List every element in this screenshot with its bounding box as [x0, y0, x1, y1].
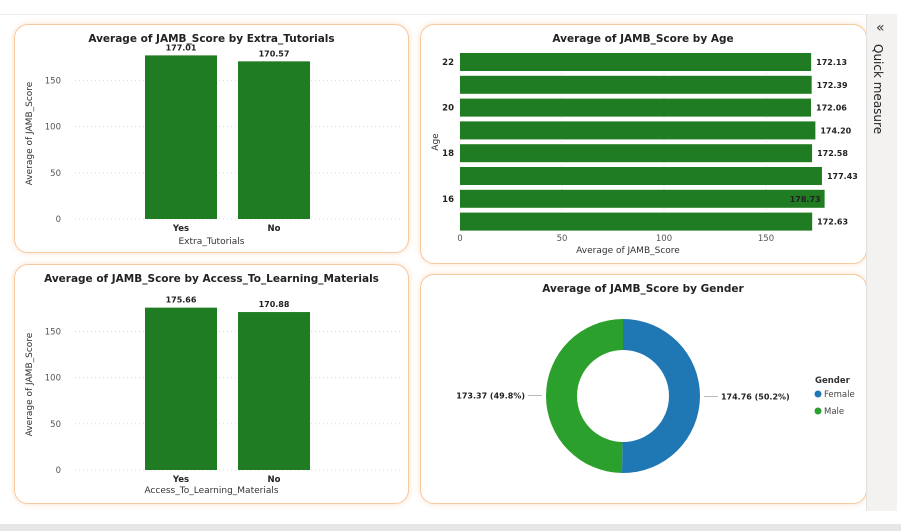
- bar: [460, 75, 812, 94]
- y-tick-label: 22: [442, 58, 454, 68]
- y-axis-label: Average of JAMB_Score: [25, 81, 35, 185]
- data-label: 177.01: [166, 43, 197, 52]
- bar: [145, 55, 217, 220]
- chart-title: Average of JAMB_Score by Access_To_Learn…: [44, 273, 379, 285]
- data-label: 172.39: [817, 81, 848, 90]
- data-label: 170.57: [259, 49, 290, 58]
- y-tick-label: 100: [45, 374, 61, 384]
- bar: [460, 53, 812, 71]
- y-axis-label: Age: [431, 133, 441, 151]
- bar: [460, 189, 825, 208]
- x-tick-label: 100: [656, 234, 672, 244]
- pie-slice-male: [546, 319, 623, 473]
- y-tick-label: 0: [56, 215, 61, 225]
- bar: [460, 212, 813, 231]
- bar: [145, 307, 217, 470]
- x-axis-label: Extra_Tutorials: [178, 237, 244, 247]
- y-tick-label: 100: [45, 123, 61, 133]
- x-tick-label: Yes: [172, 224, 189, 234]
- slice-data-label: 174.76 (50.2%): [721, 393, 790, 402]
- x-axis-label: Access_To_Learning_Materials: [144, 486, 278, 496]
- bottom-scroll-strip: [0, 524, 901, 531]
- data-label: 172.63: [817, 218, 848, 227]
- chart-card-gender[interactable]: Average of JAMB_Score by Gender 174.76 (5…: [420, 274, 867, 504]
- y-tick-label: 18: [442, 149, 454, 159]
- chart-access-materials: Average of JAMB_Score by Access_To_Learn…: [25, 273, 400, 496]
- bar: [238, 61, 310, 220]
- y-tick-label: 0: [56, 466, 61, 476]
- y-axis-label: Average of JAMB_Score: [25, 332, 35, 436]
- bar: [460, 144, 813, 163]
- x-axis-label: Average of JAMB_Score: [576, 246, 680, 256]
- bar: [460, 167, 822, 185]
- data-label: 172.06: [816, 104, 847, 113]
- bar: [460, 98, 812, 117]
- slice-data-label: 173.37 (49.8%): [456, 391, 525, 400]
- x-tick-label: No: [268, 224, 281, 234]
- data-label: 174.20: [820, 126, 851, 135]
- data-label: 177.43: [827, 172, 858, 181]
- data-label: 172.58: [817, 149, 848, 158]
- x-tick-label: Yes: [172, 475, 189, 485]
- y-tick-label: 20: [442, 104, 454, 114]
- x-tick-label: 50: [557, 234, 568, 244]
- legend-item-label: Male: [824, 407, 844, 417]
- bar: [238, 312, 310, 470]
- data-label: 178.73: [790, 195, 821, 204]
- y-tick-label: 150: [45, 327, 61, 337]
- chart-card-extra-tutorials[interactable]: Average of JAMB_Score by Extra_Tutorials…: [14, 24, 409, 253]
- chart-title: Average of JAMB_Score by Age: [552, 33, 733, 45]
- bar: [460, 121, 816, 140]
- legend-item-label: Female: [824, 390, 855, 400]
- quick-measure-pane[interactable]: « Quick measure: [866, 14, 897, 511]
- legend-title: Gender: [815, 376, 851, 386]
- chart-card-age[interactable]: Average of JAMB_Score by Age 0 50 100 150 22 1…: [420, 24, 867, 264]
- chart-gender: Average of JAMB_Score by Gender 174.76 (5…: [456, 283, 855, 473]
- y-tick-label: 150: [45, 76, 61, 86]
- data-label: 175.66: [166, 296, 197, 305]
- collapse-chevron-icon[interactable]: «: [876, 20, 885, 36]
- quick-measure-label[interactable]: Quick measure: [871, 44, 885, 135]
- chart-card-access-materials[interactable]: Average of JAMB_Score by Access_To_Learn…: [14, 264, 409, 504]
- x-tick-label: 0: [457, 234, 462, 244]
- chart-title: Average of JAMB_Score by Gender: [542, 283, 744, 295]
- x-tick-label: 150: [758, 234, 774, 244]
- y-tick-label: 16: [442, 195, 454, 205]
- y-tick-label: 50: [50, 169, 61, 179]
- legend-marker-male: [814, 407, 822, 415]
- data-label: 172.13: [816, 58, 847, 67]
- legend-marker-female: [814, 390, 822, 398]
- pie-slice-female: [622, 319, 700, 473]
- chart-extra-tutorials: Average of JAMB_Score by Extra_Tutorials…: [25, 33, 400, 247]
- y-tick-label: 50: [50, 420, 61, 430]
- canvas-top-border: [0, 14, 866, 15]
- chart-title: Average of JAMB_Score by Extra_Tutorials: [88, 33, 334, 45]
- x-tick-label: No: [268, 475, 281, 485]
- chart-age: Average of JAMB_Score by Age 0 50 100 150 22 1…: [431, 33, 858, 256]
- data-label: 170.88: [259, 300, 290, 309]
